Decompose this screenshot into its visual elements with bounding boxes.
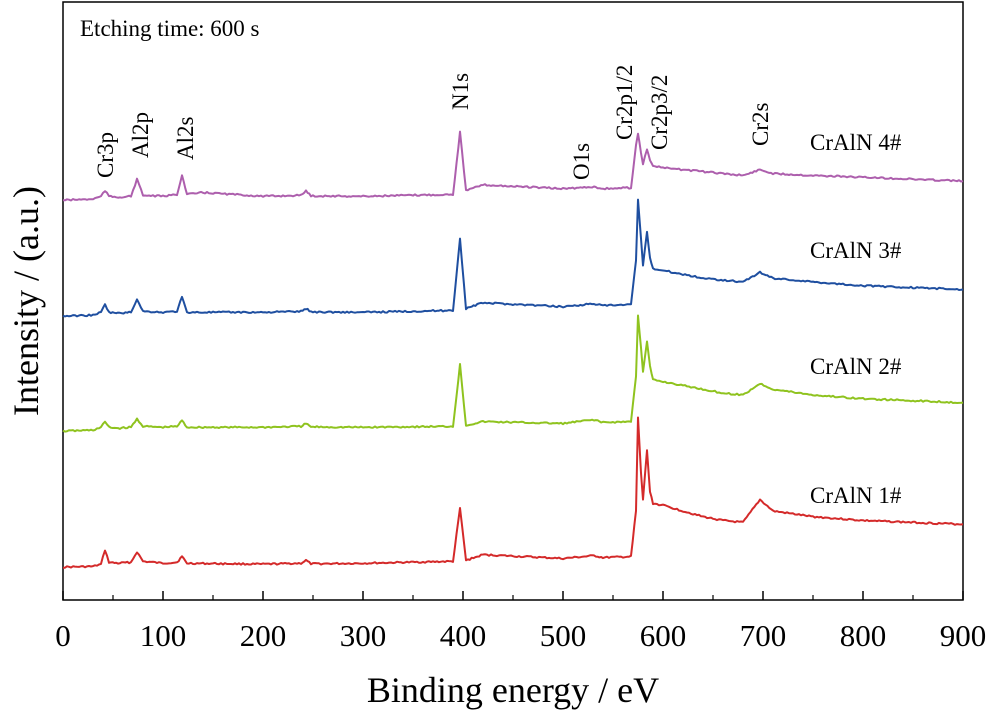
x-tick-label: 600 — [640, 618, 687, 653]
etching-time-annotation: Etching time: 600 s — [80, 16, 260, 41]
x-axis-title: Binding energy / eV — [367, 670, 659, 710]
series-layer: CrAlN 1# CrAlN 2# CrAlN 3# CrAlN 4# — [62, 130, 964, 569]
x-tick-label: 900 — [940, 618, 987, 653]
series-label: CrAlN 1# — [810, 483, 902, 508]
series-line — [63, 130, 964, 202]
x-tick-label: 300 — [340, 618, 387, 653]
x-tick-label: 500 — [540, 618, 587, 653]
peak-label: O1s — [569, 143, 594, 180]
peak-label: Cr3p — [93, 132, 118, 178]
series-label: CrAlN 4# — [810, 130, 902, 155]
series-label: CrAlN 3# — [810, 238, 902, 263]
x-tick-label: 200 — [240, 618, 287, 653]
x-tick-label: 400 — [440, 618, 487, 653]
peak-labels: Cr3p Al2p Al2s N1s O1s Cr2p1/2 Cr2p3/2 Cr2s — [93, 65, 773, 180]
peak-label: Cr2s — [748, 103, 773, 147]
peak-label: Al2s — [173, 117, 198, 161]
series-line — [62, 198, 964, 318]
series-line — [62, 314, 964, 433]
plot-frame — [62, 1, 964, 601]
peak-label: N1s — [448, 73, 473, 110]
peak-label: Cr2p3/2 — [647, 75, 672, 150]
series-label: CrAlN 2# — [810, 354, 902, 379]
peak-label: Al2p — [128, 112, 153, 158]
peak-label: Cr2p1/2 — [612, 65, 637, 140]
x-axis-ticks: 0 100 200 300 400 500 600 700 800 900 — [55, 591, 986, 653]
x-tick-label: 700 — [740, 618, 787, 653]
x-tick-label: 0 — [55, 618, 71, 653]
x-tick-label: 800 — [840, 618, 887, 653]
y-axis-title: Intensity / (a.u.) — [6, 186, 46, 416]
series-line — [63, 416, 964, 569]
x-tick-label: 100 — [140, 618, 187, 653]
